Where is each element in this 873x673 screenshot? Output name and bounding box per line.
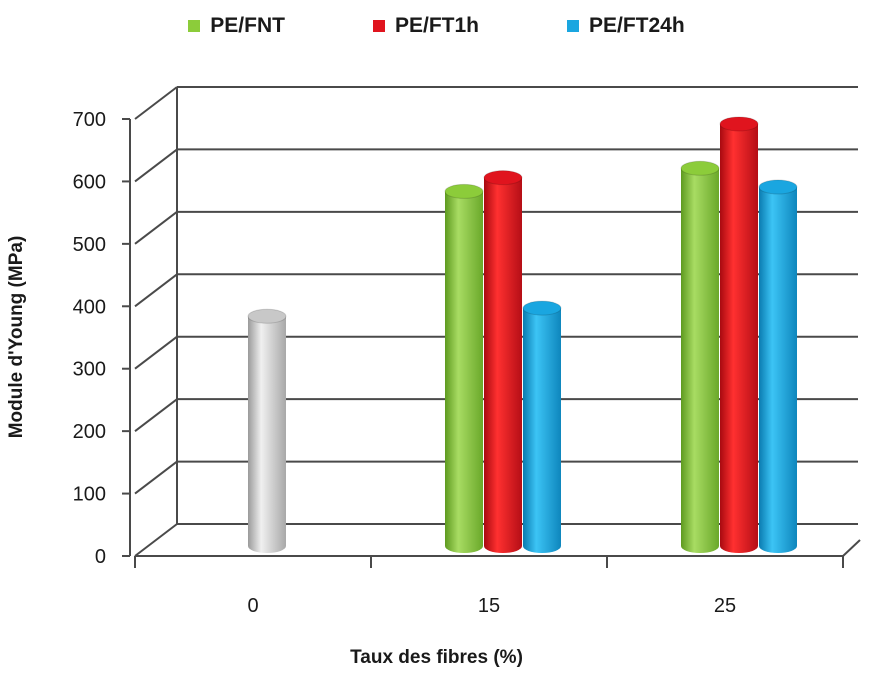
bar-pe-ft1h-15-base xyxy=(484,539,522,553)
bar-pe-ft24h-25-body xyxy=(759,187,797,546)
bar-pe-ft1h-25-base xyxy=(720,539,758,553)
bar-reference-0-top xyxy=(247,308,287,324)
bar-pe-ft24h-25-base xyxy=(759,539,797,553)
legend-label-pe-ft1h: PE/FT1h xyxy=(394,14,479,37)
bar-pe-fnt-25-base xyxy=(681,539,719,553)
bar-pe-fnt-15-top xyxy=(444,183,484,199)
gridline-depth-6 xyxy=(134,148,178,183)
y-axis-title: Module d'Young (MPa) xyxy=(6,235,27,439)
legend-swatch-pe-fnt xyxy=(188,20,201,32)
legend-item-pe-fnt: PE/FNT xyxy=(188,14,285,38)
floor-right-edge xyxy=(842,539,861,557)
bar-pe-ft1h-15-top xyxy=(483,170,523,186)
legend: PE/FNT PE/FT1h PE/FT24h xyxy=(0,14,873,38)
bar-pe-ft1h-15-body xyxy=(484,177,522,546)
y-tick-label-0: 0 xyxy=(95,546,106,568)
bar-pe-ft1h-25 xyxy=(719,116,759,553)
gridline-depth-4 xyxy=(134,273,178,308)
legend-item-pe-ft24h: PE/FT24h xyxy=(566,14,685,38)
bar-pe-ft1h-25-body xyxy=(720,123,758,546)
y-tick-label-5: 500 xyxy=(73,234,106,256)
legend-swatch-pe-ft1h xyxy=(372,20,385,32)
x-tick-label-1: 15 xyxy=(478,595,500,617)
y-tick-label-2: 200 xyxy=(73,421,106,443)
bar-pe-ft24h-15 xyxy=(522,300,562,553)
bar-reference-0 xyxy=(247,308,287,553)
gridline-depth-5 xyxy=(134,211,178,245)
x-axis-title: Taux des fibres (%) xyxy=(350,647,523,668)
y-tick-label-4: 400 xyxy=(73,296,106,318)
y-tick-label-1: 100 xyxy=(73,484,106,506)
y-tick-label-7: 700 xyxy=(73,109,106,131)
legend-label-pe-fnt: PE/FNT xyxy=(210,14,285,37)
x-tick-label-2: 25 xyxy=(714,595,736,617)
legend-swatch-pe-ft24h xyxy=(566,20,579,32)
bar-pe-ft24h-25 xyxy=(758,179,798,553)
bar-pe-ft24h-25-top xyxy=(758,179,798,195)
bar-reference-0-body xyxy=(248,316,286,546)
bars xyxy=(247,116,798,553)
legend-item-pe-ft1h: PE/FT1h xyxy=(372,14,479,38)
x-tick-label-0: 0 xyxy=(247,595,258,617)
bar-pe-fnt-25 xyxy=(680,160,720,553)
gridline-depth-1 xyxy=(134,460,178,495)
bar-pe-ft24h-15-body xyxy=(523,308,561,546)
bar-pe-fnt-25-top xyxy=(680,160,720,176)
bar-pe-ft24h-15-top xyxy=(522,300,562,316)
bar-pe-fnt-15-base xyxy=(445,539,483,553)
bar-pe-ft1h-25-top xyxy=(719,116,759,132)
bar-pe-fnt-15 xyxy=(444,183,484,553)
axes: 0 100 200 300 400 500 600 700 0 15 25 xyxy=(73,109,861,617)
y-tick-label-6: 600 xyxy=(73,171,106,193)
legend-label-pe-ft24h: PE/FT24h xyxy=(588,14,685,37)
bar-reference-0-base xyxy=(248,539,286,553)
y-tick-label-3: 300 xyxy=(73,359,106,381)
bar-pe-ft24h-15-base xyxy=(523,539,561,553)
gridline-depth-3 xyxy=(134,335,178,370)
bar-pe-ft1h-15 xyxy=(483,170,523,553)
bar-pe-fnt-25-body xyxy=(681,168,719,546)
gridline-depth-2 xyxy=(134,398,178,432)
bar-pe-fnt-15-body xyxy=(445,191,483,546)
gridline-depth-7 xyxy=(134,86,178,120)
gridline-depth-0 xyxy=(134,523,178,557)
